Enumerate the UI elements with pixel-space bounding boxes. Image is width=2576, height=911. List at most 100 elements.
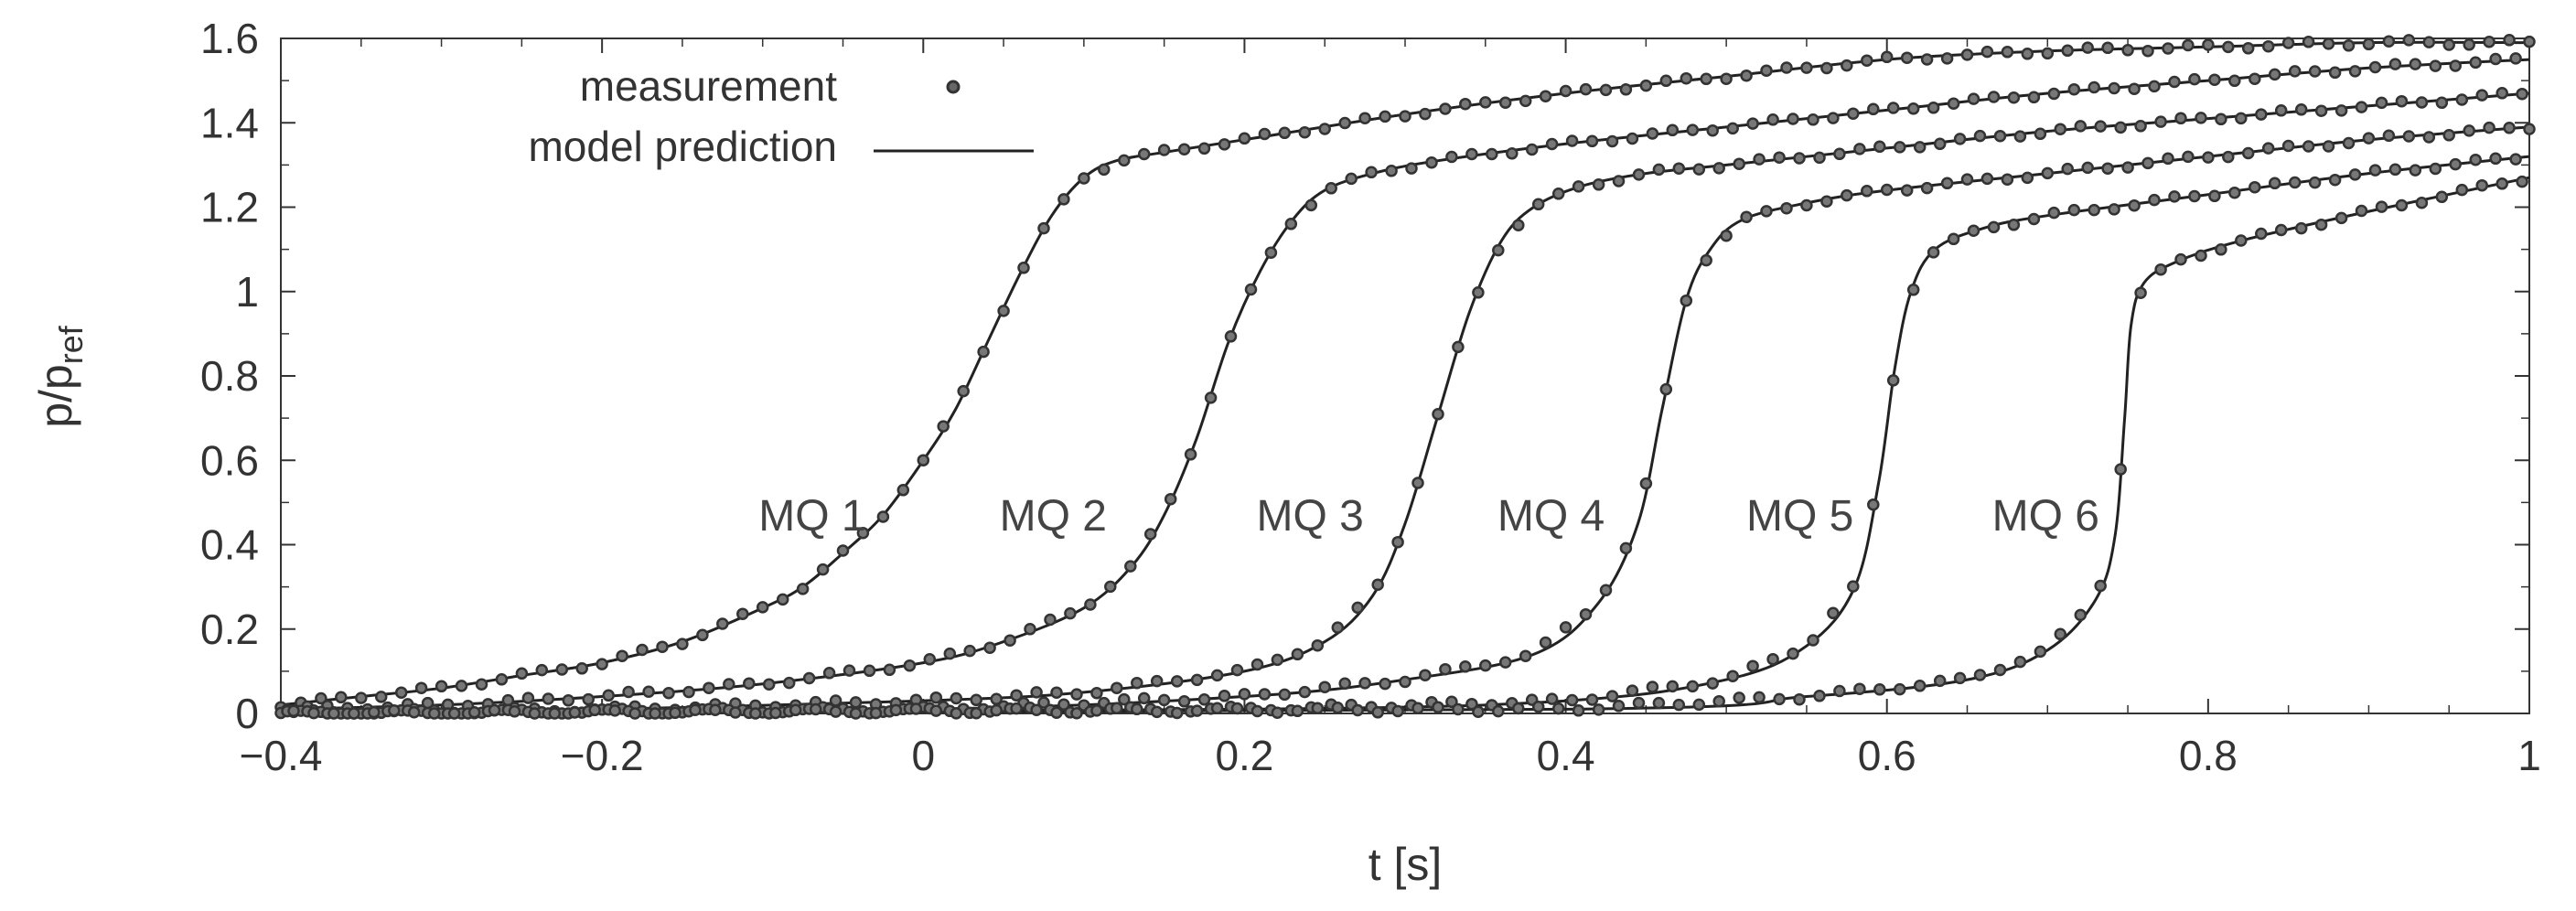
- measurement-point: [2395, 94, 2409, 108]
- measurements-mq-2: [281, 52, 2522, 716]
- measurement-point: [2001, 46, 2014, 59]
- measurement-point: [1459, 97, 1472, 111]
- measurement-point: [1599, 584, 1613, 597]
- measurement-point: [1853, 682, 1866, 695]
- measurement-point: [1486, 147, 1498, 161]
- measurement-point: [1131, 702, 1143, 716]
- measurement-point: [1853, 143, 1866, 155]
- measurement-point: [1820, 195, 1833, 208]
- measurement-point: [2375, 96, 2388, 110]
- measurement-point: [1572, 180, 1585, 193]
- measurement-point: [1037, 696, 1050, 709]
- measurement-point: [1379, 110, 1391, 123]
- measurement-point: [1385, 165, 1398, 177]
- measurement-point: [1987, 220, 2001, 234]
- measurement-point: [1833, 147, 1846, 161]
- measurement-point: [1867, 102, 1880, 116]
- measurement-point: [929, 691, 943, 704]
- measurement-point: [355, 691, 368, 704]
- x-tick-label: 1: [2517, 732, 2541, 779]
- measurement-point: [1170, 675, 1184, 688]
- measurement-point: [1672, 698, 1686, 712]
- measurement-point: [1619, 83, 1633, 96]
- measurement-point: [1137, 147, 1151, 161]
- measurement-point: [1264, 246, 1278, 259]
- measurement-point: [1967, 224, 1980, 237]
- measurement-point: [596, 658, 608, 670]
- measurement-point: [1137, 691, 1151, 705]
- measurement-point: [1700, 253, 1712, 267]
- measurement-point: [2449, 157, 2462, 171]
- measurement-point: [2088, 80, 2100, 94]
- measurement-point: [1118, 154, 1131, 167]
- measurement-point: [1210, 669, 1224, 682]
- measurement-point: [1371, 578, 1384, 591]
- measurement-point: [1439, 102, 1452, 115]
- measurement-point: [1841, 59, 1853, 72]
- measurement-point: [1813, 690, 1826, 702]
- measurement-point: [816, 563, 830, 576]
- measurement-point: [709, 703, 722, 716]
- measurement-point: [542, 692, 555, 705]
- measurement-point: [1318, 123, 1331, 135]
- measurement-point: [2007, 219, 2021, 231]
- measurement-point: [2061, 162, 2074, 176]
- measurement-point: [2375, 200, 2388, 213]
- measurement-point: [2235, 234, 2248, 247]
- measurement-point: [1880, 183, 1894, 197]
- measurement-point: [1861, 185, 1873, 198]
- measurement-point: [723, 678, 735, 691]
- y-tick-label: 0.8: [200, 352, 259, 400]
- measurement-point: [2402, 130, 2416, 143]
- measurement-point: [1773, 692, 1786, 706]
- measurement-point: [1592, 703, 1605, 716]
- measurement-point: [1706, 123, 1719, 137]
- measurement-point: [2281, 37, 2295, 49]
- measurement-point: [1210, 702, 1224, 714]
- measurement-point: [2228, 74, 2241, 88]
- measurements-mq-3: [287, 87, 2528, 720]
- measurement-point: [997, 305, 1010, 317]
- measurement-point: [2294, 103, 2308, 116]
- measurement-point: [2114, 463, 2127, 476]
- measurement-point: [2215, 243, 2227, 256]
- measurement-point: [696, 628, 709, 642]
- measurement-point: [475, 678, 488, 691]
- measurement-point: [2128, 198, 2141, 212]
- measurement-point: [929, 704, 943, 717]
- measurement-point: [1753, 153, 1766, 166]
- measurement-point: [2061, 44, 2074, 58]
- measurement-point: [729, 706, 742, 719]
- measurement-point: [2489, 152, 2502, 166]
- measurement-point: [2154, 263, 2167, 276]
- measurement-point: [1712, 694, 1725, 708]
- measurement-point: [1639, 79, 1653, 92]
- measurement-point: [1760, 205, 1773, 218]
- measurement-point: [1646, 127, 1659, 140]
- measurement-point: [802, 671, 816, 685]
- measurement-point: [2222, 150, 2235, 164]
- measurement-point: [1391, 704, 1404, 718]
- measurement-point: [2261, 142, 2275, 155]
- measurement-point: [427, 707, 441, 720]
- measurement-point: [1244, 283, 1258, 296]
- measurement-point: [836, 544, 850, 557]
- measurement-point: [1980, 172, 1994, 186]
- model-curve-mq-5: [280, 155, 2530, 715]
- measurement-point: [1720, 72, 1733, 85]
- measurement-point: [2235, 112, 2248, 125]
- measurement-point: [1512, 702, 1525, 715]
- measurement-point: [1726, 670, 1739, 682]
- measurement-point: [1559, 84, 1572, 98]
- measurement-point: [2455, 183, 2469, 197]
- measurement-point: [923, 653, 937, 666]
- measurement-point: [2222, 40, 2235, 54]
- axis-ticks: −0.4 −0.2 0 0.2 0.4 0.6 0.8 1 0 0.2 0.4 0.6 0.8 1 1.2 1…: [200, 15, 2541, 779]
- measurement-point: [1612, 175, 1626, 188]
- measurement-point: [1291, 704, 1304, 718]
- measurement-point: [662, 686, 675, 700]
- measurement-point: [1639, 477, 1653, 490]
- measurement-point: [1787, 113, 1799, 125]
- measurement-point: [2362, 38, 2376, 51]
